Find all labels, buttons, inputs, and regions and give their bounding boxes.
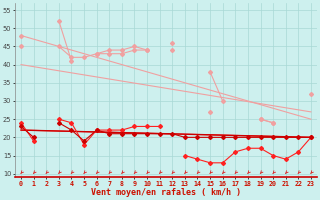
X-axis label: Vent moyen/en rafales ( km/h ): Vent moyen/en rafales ( km/h ) bbox=[91, 188, 241, 197]
